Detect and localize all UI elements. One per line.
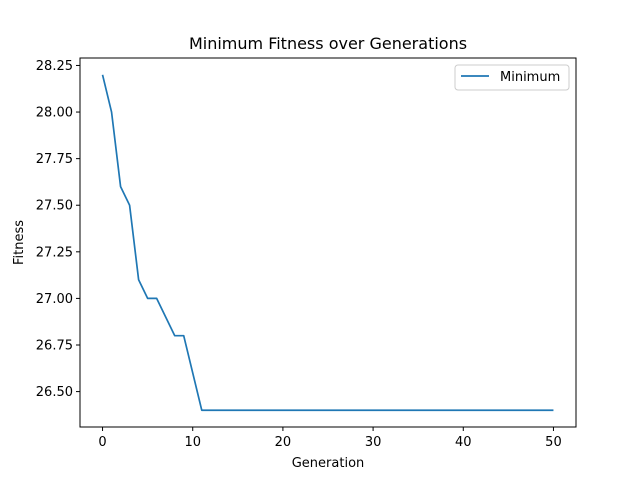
legend-label-minimum: Minimum xyxy=(500,70,560,85)
y-tick-label: 27.50 xyxy=(36,199,73,214)
x-tick-label: 20 xyxy=(275,435,292,450)
x-axis: 0 10 20 30 40 50 xyxy=(98,427,562,450)
x-axis-label: Generation xyxy=(292,456,365,471)
legend-box xyxy=(454,64,570,91)
series-layer xyxy=(101,74,554,412)
plot-area xyxy=(79,57,577,428)
y-tick-label: 26.75 xyxy=(36,339,73,354)
y-tick-label: 26.50 xyxy=(36,385,73,400)
legend: Minimum xyxy=(454,64,570,91)
x-tick-label: 50 xyxy=(545,435,562,450)
x-tick-label: 10 xyxy=(184,435,201,450)
y-tick-label: 27.75 xyxy=(36,152,73,167)
series-line-minimum xyxy=(101,74,554,412)
y-tick-label: 27.00 xyxy=(36,292,73,307)
y-tick-label: 28.00 xyxy=(36,106,73,121)
plot-frame xyxy=(79,57,577,428)
x-tick-label: 40 xyxy=(455,435,472,450)
y-tick-label: 27.25 xyxy=(36,245,73,260)
y-axis-label: Fitness xyxy=(12,220,27,265)
x-tick-label: 30 xyxy=(365,435,382,450)
chart-title: Minimum Fitness over Generations xyxy=(189,34,467,53)
y-tick-label: 28.25 xyxy=(36,59,73,74)
x-tick-label: 0 xyxy=(98,435,106,450)
y-axis: 26.50 26.75 27.00 27.25 27.50 27.75 28.00 28.25 xyxy=(36,59,80,400)
